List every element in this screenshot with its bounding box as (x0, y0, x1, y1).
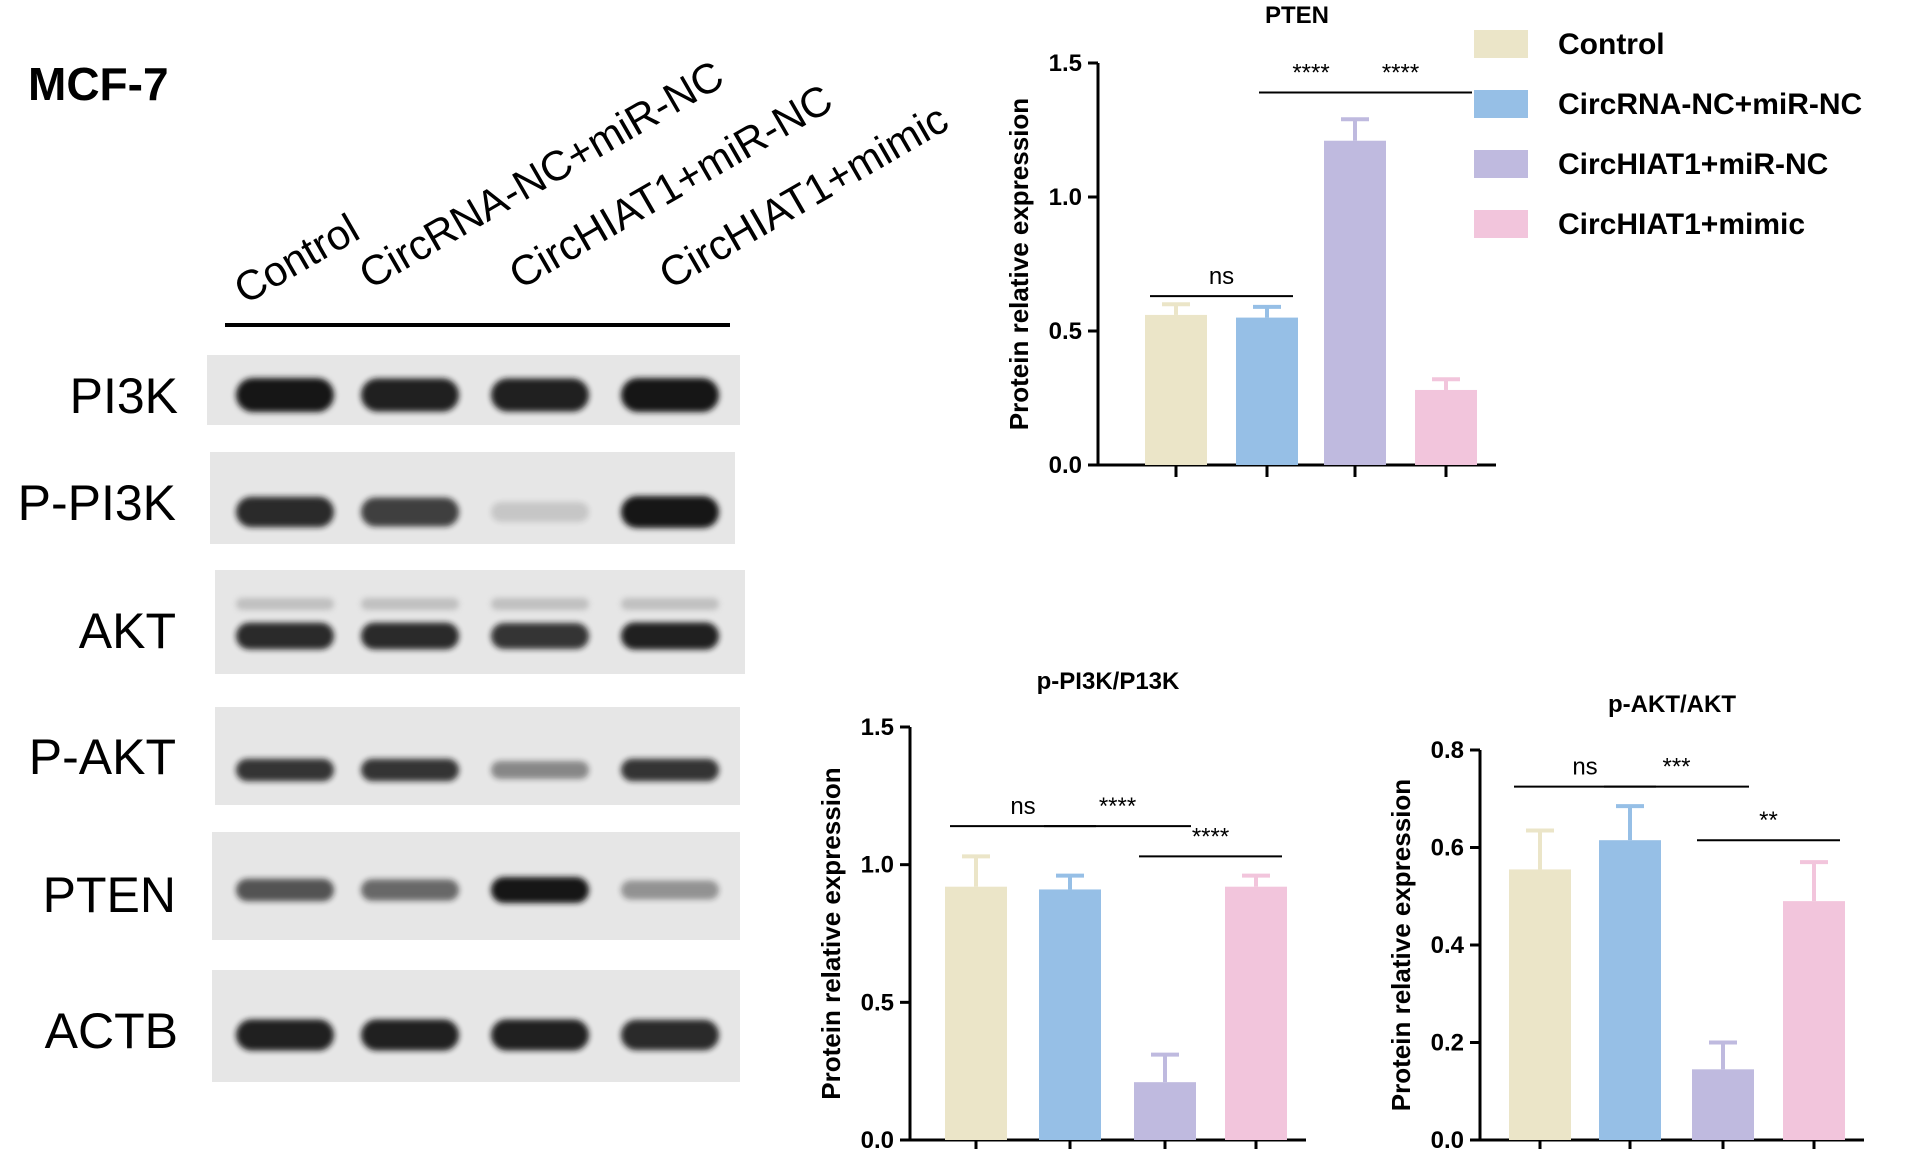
significance-label: **** (1292, 59, 1329, 86)
band-actb-lane-4 (621, 1019, 719, 1051)
legend-swatch-circrna-nc (1474, 90, 1528, 118)
bar-circhiat1-mimic (1225, 886, 1287, 1140)
band-actb-lane-1 (236, 1019, 334, 1051)
chart-title: p-AKT/AKT (1608, 691, 1736, 718)
western-blot (207, 355, 745, 1082)
band-pten-lane-3 (491, 877, 589, 903)
significance-label: **** (1099, 793, 1136, 820)
y-tick-label: 1.5 (861, 714, 894, 741)
band-pi3k-lane-3 (491, 378, 589, 412)
legend-label-circhiat1-mir-nc: CircHIAT1+miR-NC (1558, 148, 1828, 181)
blot-strip-p-akt (215, 707, 740, 805)
band-p-akt-lane-4 (621, 758, 719, 782)
legend-label-circrna-nc: CircRNA-NC+miR-NC (1558, 88, 1862, 121)
band-pten-lane-2 (361, 879, 459, 901)
bar-circhiat1-mir-nc (1324, 140, 1386, 465)
bar-circrna-nc-mir-nc (1599, 840, 1661, 1140)
band-p-pi3k-lane-1 (236, 496, 334, 528)
chart-p-pi3k-pi3k: p-PI3K/P13K 0.0 0.5 1.0 1.5 Protein relative … (816, 668, 1306, 1149)
protein-label-p-akt: P-AKT (29, 729, 176, 785)
band-actb-lane-2 (361, 1019, 459, 1051)
faint-band-akt-lane-3 (491, 598, 589, 610)
significance-label: **** (1192, 823, 1229, 850)
y-tick-label: 0.0 (861, 1127, 894, 1149)
panel-title: MCF-7 (28, 58, 169, 110)
protein-label-actb: ACTB (45, 1003, 178, 1059)
y-tick-label: 0.4 (1431, 932, 1465, 959)
chart-title: p-PI3K/P13K (1037, 668, 1180, 695)
y-tick-label: 0.5 (1049, 318, 1082, 345)
y-tick-label: 0.0 (1431, 1127, 1464, 1149)
bar-circhiat1-mir-nc (1692, 1069, 1754, 1140)
y-tick-label: 0.2 (1431, 1030, 1464, 1057)
bar-circhiat1-mimic (1783, 901, 1845, 1140)
y-tick-label: 1.0 (1049, 184, 1082, 211)
band-p-pi3k-lane-3 (491, 502, 589, 522)
protein-label-p-pi3k: P-PI3K (18, 475, 176, 531)
band-pi3k-lane-1 (236, 378, 334, 412)
significance-label: *** (1662, 754, 1690, 781)
significance-label: ** (1759, 807, 1778, 834)
protein-label-akt: AKT (79, 603, 176, 659)
y-axis-title: Protein relative expression (1386, 779, 1416, 1111)
band-pi3k-lane-4 (621, 378, 719, 412)
y-tick-label: 0.6 (1431, 835, 1464, 862)
bar-control (945, 886, 1007, 1140)
chart-pten: PTEN 0.0 0.5 1.0 1.5 Protein relative express… (1004, 2, 1496, 479)
band-akt-lane-2 (361, 622, 459, 650)
y-tick-label: 0.0 (1049, 452, 1082, 479)
significance-label: ns (1209, 263, 1234, 290)
band-akt-lane-3 (491, 622, 589, 650)
bar-circhiat1-mir-nc (1134, 1082, 1196, 1140)
faint-band-akt-lane-2 (361, 598, 459, 610)
legend: Control CircRNA-NC+miR-NC CircHIAT1+miR-… (1474, 28, 1862, 241)
band-actb-lane-3 (491, 1019, 589, 1051)
legend-swatch-circhiat1-mir-nc (1474, 150, 1528, 178)
bar-circrna-nc-mir-nc (1039, 889, 1101, 1140)
band-p-pi3k-lane-2 (361, 497, 459, 527)
band-pten-lane-4 (621, 880, 719, 900)
protein-labels: PI3K P-PI3K AKT P-AKT PTEN ACTB (18, 368, 178, 1059)
band-pten-lane-1 (236, 878, 334, 902)
bar-control (1509, 869, 1571, 1140)
y-tick-label: 0.5 (861, 989, 894, 1016)
condition-label-control: Control (226, 204, 367, 312)
legend-swatch-control (1474, 30, 1528, 58)
bar-control (1145, 314, 1207, 465)
chart-title: PTEN (1265, 2, 1329, 29)
band-pi3k-lane-2 (361, 378, 459, 412)
condition-labels: Control CircRNA-NC+miR-NC CircHIAT1+miR-… (226, 51, 956, 313)
band-p-akt-lane-3 (491, 760, 589, 780)
protein-label-pten: PTEN (43, 867, 176, 923)
bar-circrna-nc-mir-nc (1236, 317, 1298, 465)
y-tick-label: 1.5 (1049, 50, 1082, 77)
chart-p-akt-akt: p-AKT/AKT 0.0 0.2 0.4 0.6 0.8 Protein relative… (1386, 691, 1864, 1149)
band-p-pi3k-lane-4 (621, 496, 719, 528)
faint-band-akt-lane-4 (621, 598, 719, 610)
y-axis-title: Protein relative expression (816, 767, 846, 1099)
y-axis-title: Protein relative expression (1004, 98, 1034, 430)
band-akt-lane-4 (621, 622, 719, 650)
legend-label-control: Control (1558, 28, 1665, 61)
y-tick-label: 0.8 (1431, 737, 1464, 764)
faint-band-akt-lane-1 (236, 598, 334, 610)
protein-label-pi3k: PI3K (70, 368, 178, 424)
band-p-akt-lane-1 (236, 758, 334, 782)
legend-swatch-circhiat1-mimic (1474, 210, 1528, 238)
significance-label: ns (1572, 754, 1597, 781)
significance-label: ns (1010, 793, 1035, 820)
y-tick-label: 1.0 (861, 852, 894, 879)
bar-circhiat1-mimic (1415, 389, 1477, 465)
significance-label: **** (1382, 59, 1419, 86)
band-akt-lane-1 (236, 622, 334, 650)
legend-label-circhiat1-mimic: CircHIAT1+mimic (1558, 208, 1805, 241)
band-p-akt-lane-2 (361, 758, 459, 782)
blot-strip-akt (215, 570, 745, 674)
